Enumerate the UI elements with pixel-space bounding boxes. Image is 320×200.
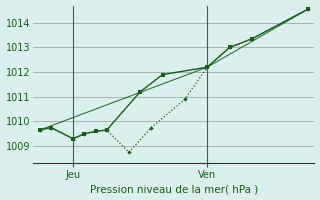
- X-axis label: Pression niveau de la mer( hPa ): Pression niveau de la mer( hPa ): [90, 184, 258, 194]
